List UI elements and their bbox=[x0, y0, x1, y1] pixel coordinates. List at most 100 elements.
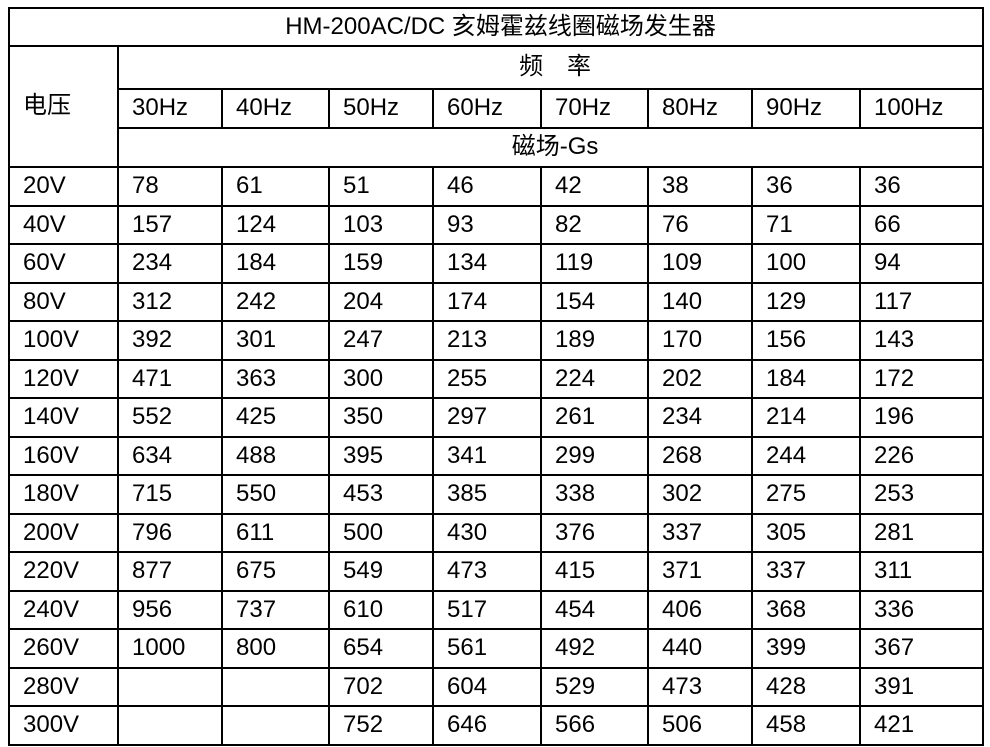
field-value-cell: 371 bbox=[647, 551, 753, 592]
field-value-cell: 61 bbox=[221, 166, 330, 207]
field-value-cell: 214 bbox=[751, 397, 861, 438]
field-value-cell: 297 bbox=[432, 397, 542, 438]
field-value-cell: 253 bbox=[858, 474, 985, 515]
field-value-cell: 234 bbox=[117, 243, 223, 284]
field-value-cell: 244 bbox=[751, 435, 861, 476]
field-value-cell: 488 bbox=[221, 435, 330, 476]
field-value-cell: 234 bbox=[647, 397, 753, 438]
field-value-cell: 529 bbox=[540, 666, 649, 707]
field-value-cell: 604 bbox=[432, 666, 542, 707]
field-value-cell: 261 bbox=[540, 397, 649, 438]
title-row: HM-200AC/DC 亥姆霍兹线圈磁场发生器 bbox=[7, 7, 985, 47]
field-value-cell: 119 bbox=[540, 243, 649, 284]
voltage-label: 40V bbox=[8, 204, 119, 245]
field-value-cell: 305 bbox=[751, 512, 861, 553]
field-value-cell: 385 bbox=[432, 474, 542, 515]
table-row: 280V 702 604 529 473 428 391 bbox=[8, 666, 985, 707]
field-value-cell: 338 bbox=[540, 474, 649, 515]
field-value-cell: 78 bbox=[117, 166, 223, 207]
field-value-cell: 202 bbox=[647, 358, 753, 399]
table-row: 120V 471 363 300 255 224 202 184 172 bbox=[8, 358, 985, 399]
field-value-cell: 454 bbox=[540, 589, 649, 630]
field-value-cell: 1000 bbox=[117, 628, 223, 669]
voltage-label: 300V bbox=[8, 705, 119, 746]
field-value-cell: 76 bbox=[647, 204, 753, 245]
field-value-cell: 36 bbox=[858, 166, 985, 207]
field-value-cell: 341 bbox=[432, 435, 542, 476]
voltage-label: 100V bbox=[8, 320, 119, 361]
field-value-cell bbox=[117, 666, 223, 707]
field-value-cell: 956 bbox=[117, 589, 223, 630]
field-value-cell: 391 bbox=[858, 666, 985, 707]
field-value-cell: 129 bbox=[751, 281, 861, 322]
field-value-cell: 255 bbox=[432, 358, 542, 399]
field-value-cell: 94 bbox=[858, 243, 985, 284]
field-value-cell: 752 bbox=[328, 705, 434, 746]
table-row: 180V 715 550 453 385 338 302 275 253 bbox=[8, 474, 985, 515]
field-value-cell: 213 bbox=[432, 320, 542, 361]
field-value-cell: 159 bbox=[328, 243, 434, 284]
field-value-cell: 36 bbox=[751, 166, 861, 207]
field-value-cell: 471 bbox=[117, 358, 223, 399]
field-value-cell: 368 bbox=[751, 589, 861, 630]
field-value-cell: 196 bbox=[858, 397, 985, 438]
table-row: 100V 392 301 247 213 189 170 156 143 bbox=[8, 320, 985, 361]
field-value-cell: 66 bbox=[858, 204, 985, 245]
field-value-cell: 440 bbox=[647, 628, 753, 669]
voltage-label: 80V bbox=[8, 281, 119, 322]
freq-header-cell: 100Hz bbox=[858, 88, 985, 129]
field-value-cell: 549 bbox=[328, 551, 434, 592]
field-value-cell: 302 bbox=[647, 474, 753, 515]
field-value-cell: 399 bbox=[751, 628, 861, 669]
field-value-cell: 140 bbox=[647, 281, 753, 322]
table-row: 240V 956 737 610 517 454 406 368 336 bbox=[8, 589, 985, 630]
field-value-cell: 134 bbox=[432, 243, 542, 284]
field-value-cell: 143 bbox=[858, 320, 985, 361]
field-value-cell: 93 bbox=[432, 204, 542, 245]
field-value-cell: 610 bbox=[328, 589, 434, 630]
voltage-label: 140V bbox=[8, 397, 119, 438]
table-title: HM-200AC/DC 亥姆霍兹线圈磁场发生器 bbox=[7, 7, 985, 47]
voltage-label: 240V bbox=[8, 589, 119, 630]
table-row: 260V 1000 800 654 561 492 440 399 367 bbox=[8, 628, 985, 669]
field-value-cell: 337 bbox=[647, 512, 753, 553]
field-value-cell: 226 bbox=[858, 435, 985, 476]
field-value-cell: 428 bbox=[751, 666, 861, 707]
freq-header-cell: 80Hz bbox=[647, 88, 753, 129]
field-value-cell: 117 bbox=[858, 281, 985, 322]
field-value-cell: 458 bbox=[751, 705, 861, 746]
field-value-cell: 453 bbox=[328, 474, 434, 515]
field-value-cell: 184 bbox=[221, 243, 330, 284]
field-value-cell: 301 bbox=[221, 320, 330, 361]
field-unit-header: 磁场-Gs bbox=[116, 127, 985, 168]
field-value-cell: 425 bbox=[221, 397, 330, 438]
field-value-cell: 337 bbox=[751, 551, 861, 592]
field-value-cell: 363 bbox=[221, 358, 330, 399]
field-value-cell: 247 bbox=[328, 320, 434, 361]
field-value-cell: 184 bbox=[751, 358, 861, 399]
field-value-cell: 38 bbox=[647, 166, 753, 207]
field-value-cell: 46 bbox=[432, 166, 542, 207]
table-header-section: HM-200AC/DC 亥姆霍兹线圈磁场发生器 电压 频 率 30Hz 40Hz 5… bbox=[7, 7, 985, 168]
field-value-cell: 51 bbox=[328, 166, 434, 207]
field-value-cell: 312 bbox=[117, 281, 223, 322]
voltage-label: 280V bbox=[8, 666, 119, 707]
freq-header-cell: 60Hz bbox=[432, 88, 542, 129]
voltage-label: 200V bbox=[8, 512, 119, 553]
field-value-cell: 124 bbox=[221, 204, 330, 245]
field-value-cell: 103 bbox=[328, 204, 434, 245]
field-value-cell: 737 bbox=[221, 589, 330, 630]
field-value-cell: 800 bbox=[221, 628, 330, 669]
voltage-label: 120V bbox=[8, 358, 119, 399]
field-value-cell: 42 bbox=[540, 166, 649, 207]
field-value-cell: 242 bbox=[221, 281, 330, 322]
freq-header-cell: 90Hz bbox=[751, 88, 861, 129]
freq-header-cell: 30Hz bbox=[117, 88, 223, 129]
field-value-cell bbox=[117, 705, 223, 746]
field-value-cell: 473 bbox=[432, 551, 542, 592]
field-value-cell: 395 bbox=[328, 435, 434, 476]
field-value-cell: 715 bbox=[117, 474, 223, 515]
field-value-cell: 268 bbox=[647, 435, 753, 476]
table-row: 200V 796 611 500 430 376 337 305 281 bbox=[8, 512, 985, 553]
